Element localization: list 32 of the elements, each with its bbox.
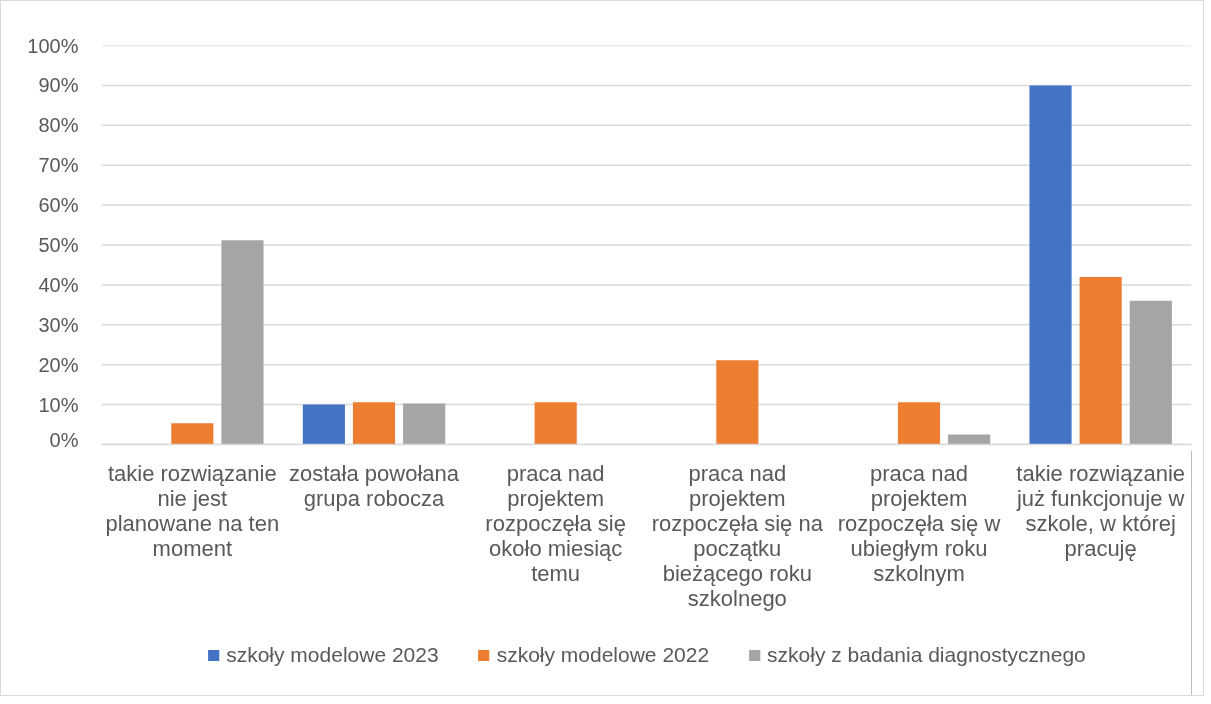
legend-label: szkoły modelowe 2022 — [496, 643, 710, 667]
y-tick-label: 100% — [27, 34, 79, 57]
y-tick-label: 70% — [38, 154, 79, 177]
y-tick-label: 20% — [38, 353, 79, 376]
x-tick-label: praca nad projektem rozpoczęła się w ubiegłym roku szkolnym — [837, 460, 1001, 586]
x-tick-label: takie rozwiązanie już funkcjonuje w szkole, w której pracuję — [1015, 460, 1186, 561]
y-tick-label: 10% — [38, 393, 79, 416]
bar — [302, 404, 345, 445]
x-tick-label: praca nad projektem rozpoczęła się około miesiąc temu — [485, 460, 626, 586]
y-tick-label: 0% — [49, 428, 79, 451]
y-tick-label: 80% — [38, 114, 79, 137]
bar — [403, 403, 446, 445]
bar — [534, 402, 577, 445]
bar — [221, 240, 264, 445]
bar — [1029, 85, 1072, 445]
y-tick-label: 50% — [38, 234, 79, 256]
bar — [171, 423, 214, 445]
bar — [716, 360, 759, 445]
x-tick-label: takie rozwiązanie nie jest planowane na ten moment — [105, 460, 280, 561]
bar — [897, 402, 941, 445]
x-tick-label: została powołana grupa robocza — [289, 460, 460, 511]
y-tick-label: 90% — [38, 74, 79, 97]
legend-label: szkoły modelowe 2023 — [226, 643, 439, 667]
x-tick-label: praca nad projektem rozpoczęła się na początku bieżącego roku szkolnego — [651, 460, 824, 611]
bar — [1129, 300, 1172, 445]
bar — [948, 434, 991, 445]
y-tick-label: 60% — [38, 194, 79, 217]
bar — [1079, 276, 1122, 445]
y-tick-label: 30% — [38, 313, 79, 336]
y-tick-label: 40% — [38, 273, 79, 296]
legend-label: szkoły z badania diagnostycznego — [767, 643, 1086, 667]
bar — [352, 402, 396, 445]
